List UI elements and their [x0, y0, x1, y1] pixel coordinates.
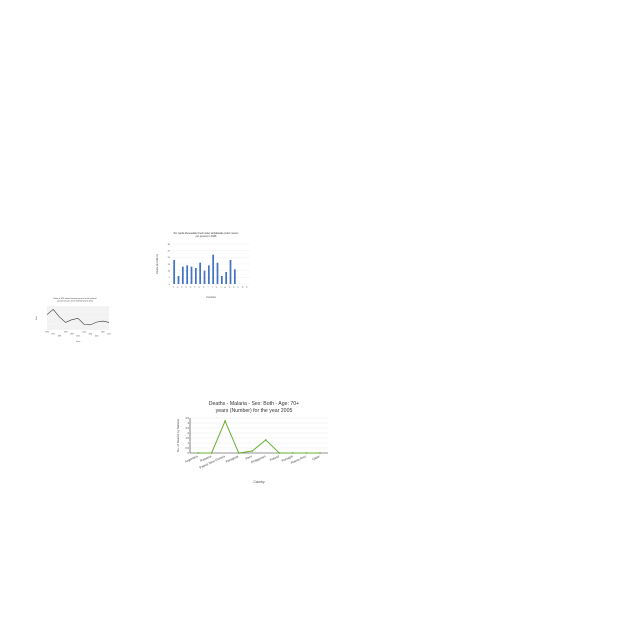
main-line-point-7 — [291, 452, 294, 454]
main-line-point-5 — [264, 439, 267, 441]
bar-xtick-label: H — [203, 286, 206, 289]
small-line-y-axis-label: Ratio — [35, 316, 38, 320]
main-line-x-axis-label: Country — [253, 480, 265, 484]
main-line-title-line-1: years (Number) for the year 2005 — [216, 408, 293, 414]
bar-ytick-label: 10 — [168, 270, 171, 272]
bar-1 — [177, 276, 180, 284]
bar-ytick-label: 25 — [168, 250, 171, 252]
main-line-point-9 — [319, 452, 321, 454]
bar-5 — [194, 268, 197, 284]
bar-8 — [207, 265, 210, 284]
main-line-ytick-label: 0.5 — [185, 446, 189, 450]
main-line-xtick-label: Puerto Rico — [290, 454, 307, 465]
small-line-xtick-label: 2008 — [101, 332, 105, 334]
main-line-xtick-label: Qatar — [311, 454, 321, 461]
bar-xtick-label: N — [229, 286, 232, 289]
small-line-xtick-label: 2006 — [95, 336, 99, 338]
main-line-xtick-label: Panama — [200, 454, 213, 463]
main-line-ytick-label: 1.5 — [185, 436, 189, 440]
bar-9 — [212, 254, 215, 284]
bar-13 — [229, 260, 232, 284]
bar-7 — [203, 270, 206, 284]
main-line-xtick-label: Poland — [269, 454, 280, 462]
small-line-xtick-label: 1994 — [58, 336, 62, 338]
small-line-xtick-label: 1992 — [51, 334, 55, 336]
bar-0 — [173, 260, 176, 284]
bar-6 — [199, 262, 202, 284]
bar-xtick-label: O — [233, 286, 236, 289]
bar-xtick-label: K — [216, 286, 219, 289]
bar-xtick-label: M — [224, 286, 227, 289]
bar-3 — [186, 265, 189, 284]
main-line-ytick-label: 1 — [188, 441, 190, 445]
main-line-point-6 — [278, 452, 281, 454]
bar-2 — [181, 266, 184, 284]
main-line-xtick-label: Paraguay — [225, 454, 239, 464]
bar-11 — [220, 276, 223, 284]
bar-xtick-label: G — [198, 286, 201, 289]
small-line-xtick-label: 1990 — [45, 332, 49, 334]
bar-xtick-label: F — [194, 286, 197, 289]
bar-10 — [216, 262, 219, 284]
main-line-series — [198, 419, 320, 454]
main-line-chart-svg: Deaths - Malaria - Sex: Both - Age: 70+y… — [176, 401, 328, 484]
main-line-point-8 — [305, 452, 308, 454]
small-line-xtick-label: 2000 — [76, 336, 80, 338]
small-line-x-axis-label: Years — [76, 341, 81, 343]
main-line-point-4 — [251, 450, 254, 452]
small-line-series — [46, 309, 110, 326]
main-line-xtick-label: Philippines — [251, 454, 267, 464]
main-line-ytick-label: 2 — [188, 431, 190, 435]
bar-xtick-label: E — [190, 286, 193, 289]
main-line-point-1 — [210, 452, 213, 454]
bar-chart-title-line-0: Per capita Renewable Fresh water withdra… — [174, 232, 240, 235]
main-line-y-axis-label: No. of Deaths by Malaria — [176, 419, 180, 452]
bar-ytick-label: 15 — [168, 264, 171, 266]
bar-x-axis-label: Countries — [206, 296, 217, 299]
malaria-deaths-line-chart: Deaths - Malaria - Sex: Both - Age: 70+ y… — [172, 396, 334, 492]
bar-xtick-label: P — [238, 286, 241, 289]
bar-xtick-label: J — [212, 286, 214, 288]
income-ratio-line-chart: Ratio of 20% lowest income earners to th… — [33, 296, 113, 346]
small-line-xtick-label: 2002 — [82, 332, 86, 334]
main-line-ytick-label: 3 — [188, 421, 190, 425]
bar-xtick-label: R — [246, 286, 249, 289]
main-line-point-3 — [237, 452, 240, 454]
bar-xtick-label: L — [220, 286, 223, 289]
bar-ytick-label: 20 — [168, 257, 171, 259]
bar-xtick-label: Q — [242, 286, 245, 289]
small-line-title-line-1: income (income share held by lowest 20%) — [57, 299, 93, 302]
main-line-xtick-label: Portugal — [281, 454, 294, 463]
bar-14 — [233, 269, 236, 284]
small-line-xtick-label: 1998 — [70, 334, 74, 336]
small-line-chart-svg: Ratio of 20% lowest income earners to th… — [35, 297, 111, 343]
bar-xtick-label: A — [172, 285, 176, 289]
main-line-ytick-label: 3.5 — [185, 416, 189, 420]
main-line-ytick-label: 2.5 — [185, 426, 189, 430]
bar-y-axis-label: Volume (in cubic m) — [157, 254, 159, 274]
main-line-ytick-label: 0 — [188, 451, 190, 455]
bar-chart-svg: Per capita Renewable Fresh water withdra… — [157, 232, 250, 299]
bar-xtick-label: I — [208, 286, 210, 288]
main-line-point-0 — [197, 452, 199, 454]
main-line-xtick-label: Argentina — [184, 454, 198, 463]
bar-ytick-label: 5 — [169, 277, 171, 279]
small-line-xtick-label: 2010 — [107, 334, 111, 336]
bar-12 — [225, 272, 228, 284]
bar-xtick-label: D — [185, 286, 188, 289]
main-line-title-line-0: Deaths - Malaria - Sex: Both - Age: 70+ — [209, 401, 299, 407]
water-withdrawal-bar-chart: Per capita Renewable Fresh water withdra… — [150, 230, 260, 300]
bar-xtick-label: B — [177, 286, 180, 289]
bar-xtick-label: C — [181, 286, 184, 289]
small-line-title-line-0: Ratio of 20% lowest income earners to th… — [54, 297, 97, 300]
small-line-xtick-label: 2004 — [89, 334, 93, 336]
small-line-xtick-label: 1996 — [64, 332, 68, 334]
bar-chart-title-line-1: per person) in 2005 — [196, 235, 217, 238]
bar-ytick-label: 0 — [169, 284, 171, 286]
main-line-xtick-label: Peru — [245, 454, 253, 461]
bar-ytick-label: 30 — [168, 244, 171, 246]
bar-4 — [190, 266, 193, 284]
main-line-point-2 — [224, 420, 227, 422]
